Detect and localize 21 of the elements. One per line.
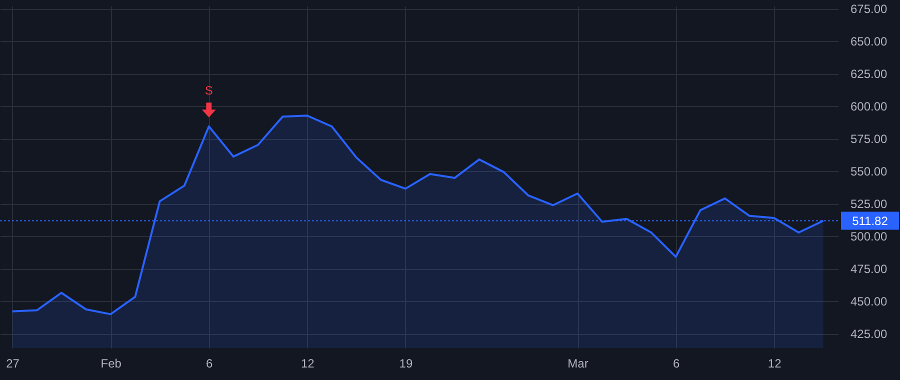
x-tick-label: 19: [399, 356, 413, 370]
y-tick-label: 450.00: [850, 294, 888, 309]
x-tick-label: 12: [768, 356, 782, 370]
y-tick-label: 500.00: [850, 230, 888, 244]
x-tick-label: 27: [6, 356, 20, 370]
y-tick-label: 550.00: [850, 164, 888, 179]
y-tick-label: 525.00: [850, 197, 888, 212]
x-tick-label: 6: [672, 356, 680, 370]
y-tick-label: 675.00: [850, 2, 888, 16]
annotation: S: [204, 83, 213, 98]
x-tick-label: Mar: [568, 356, 588, 370]
y-tick-label: 475.00: [850, 262, 888, 276]
y-tick-label: 425.00: [850, 327, 888, 342]
y-tick-label: 650.00: [850, 34, 888, 49]
y-tick-label: 575.00: [850, 132, 888, 146]
y-tick-label: 625.00: [850, 67, 888, 82]
y-tick-label: 600.00: [850, 100, 888, 114]
x-tick-label: Feb: [100, 356, 122, 370]
x-tick-label: 12: [301, 356, 315, 370]
ref-line-label: 511.82: [852, 214, 888, 228]
x-tick-label: 6: [206, 356, 214, 370]
